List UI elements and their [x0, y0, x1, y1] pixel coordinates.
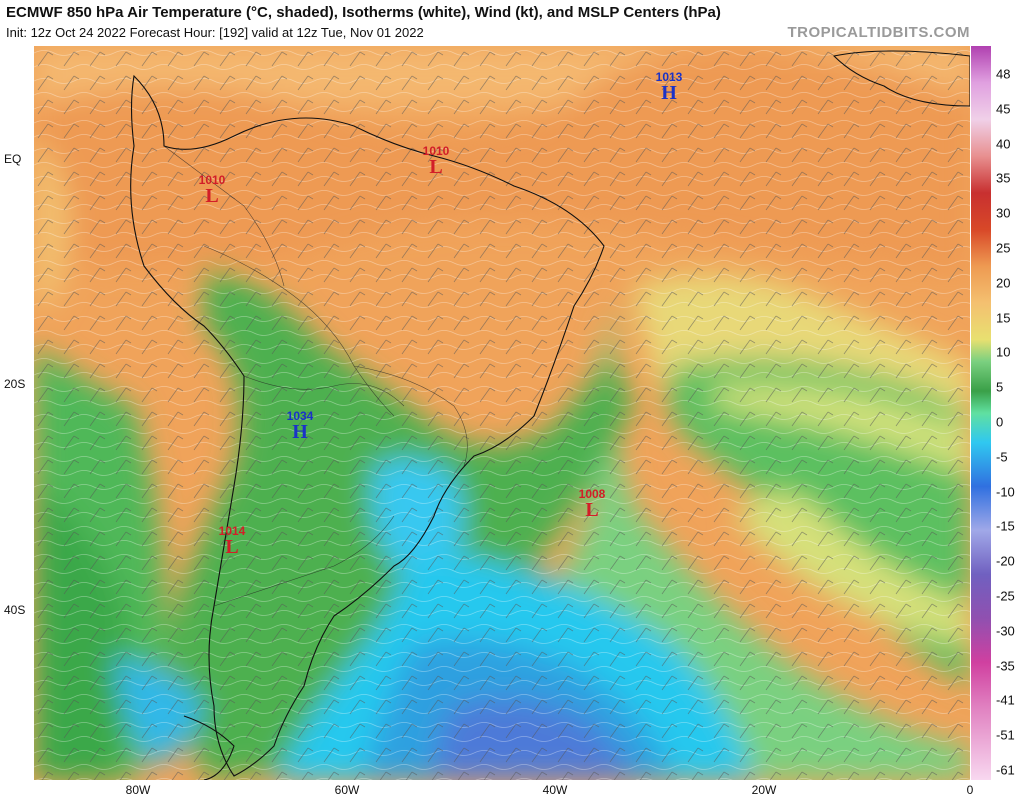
- site-brand: TROPICALTIDBITS.COM: [787, 24, 970, 41]
- colorbar-label: 15: [996, 310, 1011, 326]
- colorbar-label: 25: [996, 240, 1011, 256]
- colorbar-label: -51: [996, 727, 1015, 743]
- colorbar-label: 0: [996, 414, 1004, 430]
- high-pressure-center: 1013 H: [655, 70, 683, 104]
- colorbar-label: -30: [996, 623, 1015, 639]
- map-title: ECMWF 850 hPa Air Temperature (°C, shade…: [6, 4, 721, 21]
- colorbar-label: -41: [996, 692, 1015, 708]
- colorbar-label: 30: [996, 205, 1011, 221]
- low-pressure-center: 1008 L: [578, 487, 606, 521]
- colorbar-label: -25: [996, 588, 1015, 604]
- colorbar-label: -5: [996, 449, 1008, 465]
- lat-label-20s: 20S: [4, 377, 26, 391]
- colorbar-label: 48: [996, 66, 1011, 82]
- colorbar-label: 35: [996, 170, 1011, 186]
- lon-label-20w: 20W: [751, 783, 777, 797]
- colorbar-label: -15: [996, 518, 1015, 534]
- colorbar-label: -61: [996, 762, 1015, 778]
- lat-label-40s: 40S: [4, 603, 26, 617]
- colorbar-label: 10: [996, 344, 1011, 360]
- temperature-colorbar: [971, 46, 991, 780]
- lon-label-0: 0: [966, 783, 974, 797]
- colorbar-label: 20: [996, 275, 1011, 291]
- colorbar-label: -10: [996, 484, 1015, 500]
- lon-label-80w: 80W: [125, 783, 151, 797]
- lat-label-eq: EQ: [4, 152, 22, 166]
- low-pressure-center: 1010 L: [422, 144, 450, 178]
- colorbar-label: 45: [996, 101, 1011, 117]
- low-pressure-center: 1010 L: [198, 173, 226, 207]
- temperature-map: [34, 46, 970, 780]
- colorbar-label: -35: [996, 658, 1015, 674]
- low-pressure-center: 1014 L: [218, 524, 246, 558]
- forecast-info: Init: 12z Oct 24 2022 Forecast Hour: [19…: [6, 25, 424, 40]
- lon-label-60w: 60W: [334, 783, 360, 797]
- lon-label-40w: 40W: [542, 783, 568, 797]
- colorbar-label: 5: [996, 379, 1004, 395]
- colorbar-label: 40: [996, 136, 1011, 152]
- colorbar-label: -20: [996, 553, 1015, 569]
- high-pressure-center: 1034 H: [286, 409, 314, 443]
